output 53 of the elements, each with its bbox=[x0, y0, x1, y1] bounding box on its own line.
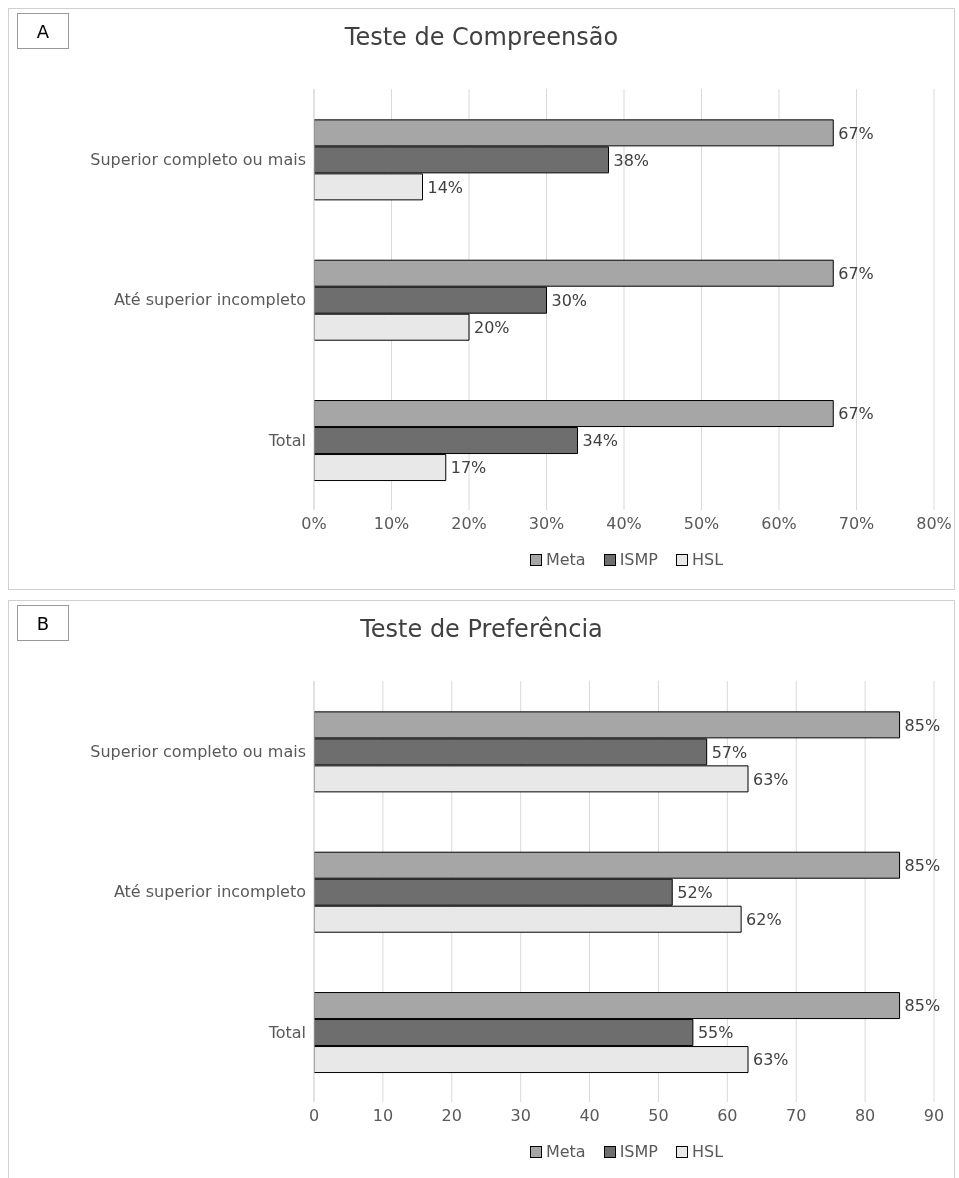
x-tick-label: 30 bbox=[510, 1106, 531, 1126]
text: A bbox=[17, 13, 69, 49]
data-label: 67% bbox=[838, 123, 874, 143]
data-label: 30% bbox=[551, 290, 588, 310]
x-tick-label: 70 bbox=[786, 1106, 807, 1126]
data-label: 55% bbox=[697, 1023, 734, 1043]
x-tick-label: 60 bbox=[717, 1106, 738, 1126]
x-tick-label: 70% bbox=[838, 514, 875, 534]
x-tick-label: 60% bbox=[761, 514, 797, 534]
data-label: 63% bbox=[753, 769, 789, 789]
data-label: 34% bbox=[582, 431, 619, 451]
data-label: 85% bbox=[904, 715, 941, 735]
data-label: 62% bbox=[746, 909, 782, 929]
y-tick-label: Até superior incompleto bbox=[113, 882, 306, 902]
x-tick-label: 80% bbox=[916, 514, 952, 534]
y-tick-label: Total bbox=[267, 430, 306, 450]
x-tick-label: 40 bbox=[579, 1106, 600, 1126]
legend-label: Meta bbox=[545, 1142, 586, 1161]
x-tick-label: 20% bbox=[451, 514, 487, 534]
text: B bbox=[17, 605, 69, 641]
y-tick-label: Superior completo ou mais bbox=[90, 741, 306, 761]
x-tick-label: 0 bbox=[308, 1106, 320, 1126]
x-tick-label: 10 bbox=[372, 1106, 394, 1126]
x-tick-label: 0% bbox=[301, 514, 327, 534]
y-tick-label: Superior completo ou mais bbox=[90, 149, 306, 169]
data-label: 52% bbox=[677, 882, 713, 902]
data-label: 85% bbox=[904, 996, 941, 1016]
data-label: 17% bbox=[450, 458, 487, 478]
data-label: 14% bbox=[427, 177, 464, 197]
legend-label: Meta bbox=[545, 550, 586, 569]
x-tick-label: 50% bbox=[683, 514, 720, 534]
x-tick-label: 30% bbox=[528, 514, 565, 534]
chart-title: Teste de Compreensão bbox=[344, 23, 619, 51]
data-label: 67% bbox=[838, 404, 874, 424]
data-label: 20% bbox=[474, 317, 510, 337]
data-label: 85% bbox=[904, 855, 941, 875]
data-label: 38% bbox=[613, 150, 650, 170]
y-tick-label: Até superior incompleto bbox=[113, 290, 306, 310]
y-tick-label: Total bbox=[267, 1022, 306, 1042]
x-tick-label: 80 bbox=[854, 1106, 876, 1126]
data-label: 67% bbox=[838, 263, 874, 283]
legend-label: HSL bbox=[691, 550, 724, 569]
chart-title: Teste de Preferência bbox=[360, 615, 603, 643]
x-tick-label: 20 bbox=[441, 1106, 462, 1126]
legend-label: ISMP bbox=[619, 1142, 658, 1161]
x-tick-label: 40% bbox=[606, 514, 642, 534]
x-tick-label: 90 bbox=[923, 1106, 945, 1126]
data-label: 63% bbox=[753, 1050, 789, 1070]
legend-label: HSL bbox=[691, 1142, 724, 1161]
data-label: 57% bbox=[711, 742, 748, 762]
legend-label: ISMP bbox=[619, 550, 658, 569]
x-tick-label: 10% bbox=[373, 514, 410, 534]
x-tick-label: 50 bbox=[648, 1106, 669, 1126]
